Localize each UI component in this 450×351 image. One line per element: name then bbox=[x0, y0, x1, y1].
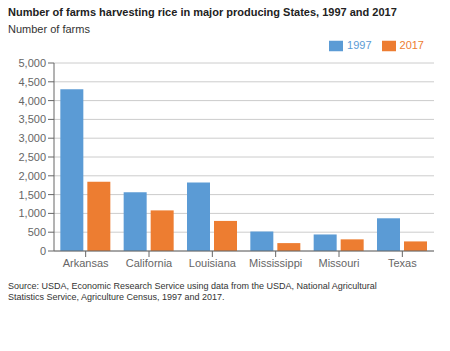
svg-text:4,500: 4,500 bbox=[18, 76, 46, 88]
svg-text:Mississippi: Mississippi bbox=[249, 257, 302, 269]
svg-text:Louisiana: Louisiana bbox=[189, 257, 237, 269]
svg-text:5,000: 5,000 bbox=[18, 57, 46, 69]
svg-text:2,500: 2,500 bbox=[18, 151, 46, 163]
svg-text:3,000: 3,000 bbox=[18, 132, 46, 144]
svg-text:500: 500 bbox=[28, 226, 46, 238]
svg-text:3,500: 3,500 bbox=[18, 113, 46, 125]
html-text:Source: USDA, Economic Researc: Source: USDA, Economic Research Service … bbox=[8, 281, 377, 302]
svg-text:2,000: 2,000 bbox=[18, 170, 46, 182]
html-text:2017: 2017 bbox=[399, 39, 424, 51]
svg-text:Texas: Texas bbox=[388, 257, 417, 269]
html-text:Number of farms harvesting ric: Number of farms harvesting rice in major… bbox=[8, 6, 397, 18]
svg-text:1,000: 1,000 bbox=[18, 207, 46, 219]
svg-text:Missouri: Missouri bbox=[319, 257, 360, 269]
svg-text:Arkansas: Arkansas bbox=[63, 257, 109, 269]
svg-text:0: 0 bbox=[40, 245, 46, 257]
svg-text:California: California bbox=[126, 257, 173, 269]
svg-text:1,500: 1,500 bbox=[18, 189, 46, 201]
html-text:Number of farms: Number of farms bbox=[8, 23, 90, 35]
html-text:1997: 1997 bbox=[347, 39, 372, 51]
svg-text:4,000: 4,000 bbox=[18, 95, 46, 107]
